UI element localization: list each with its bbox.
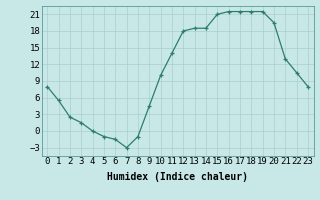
X-axis label: Humidex (Indice chaleur): Humidex (Indice chaleur) (107, 172, 248, 182)
